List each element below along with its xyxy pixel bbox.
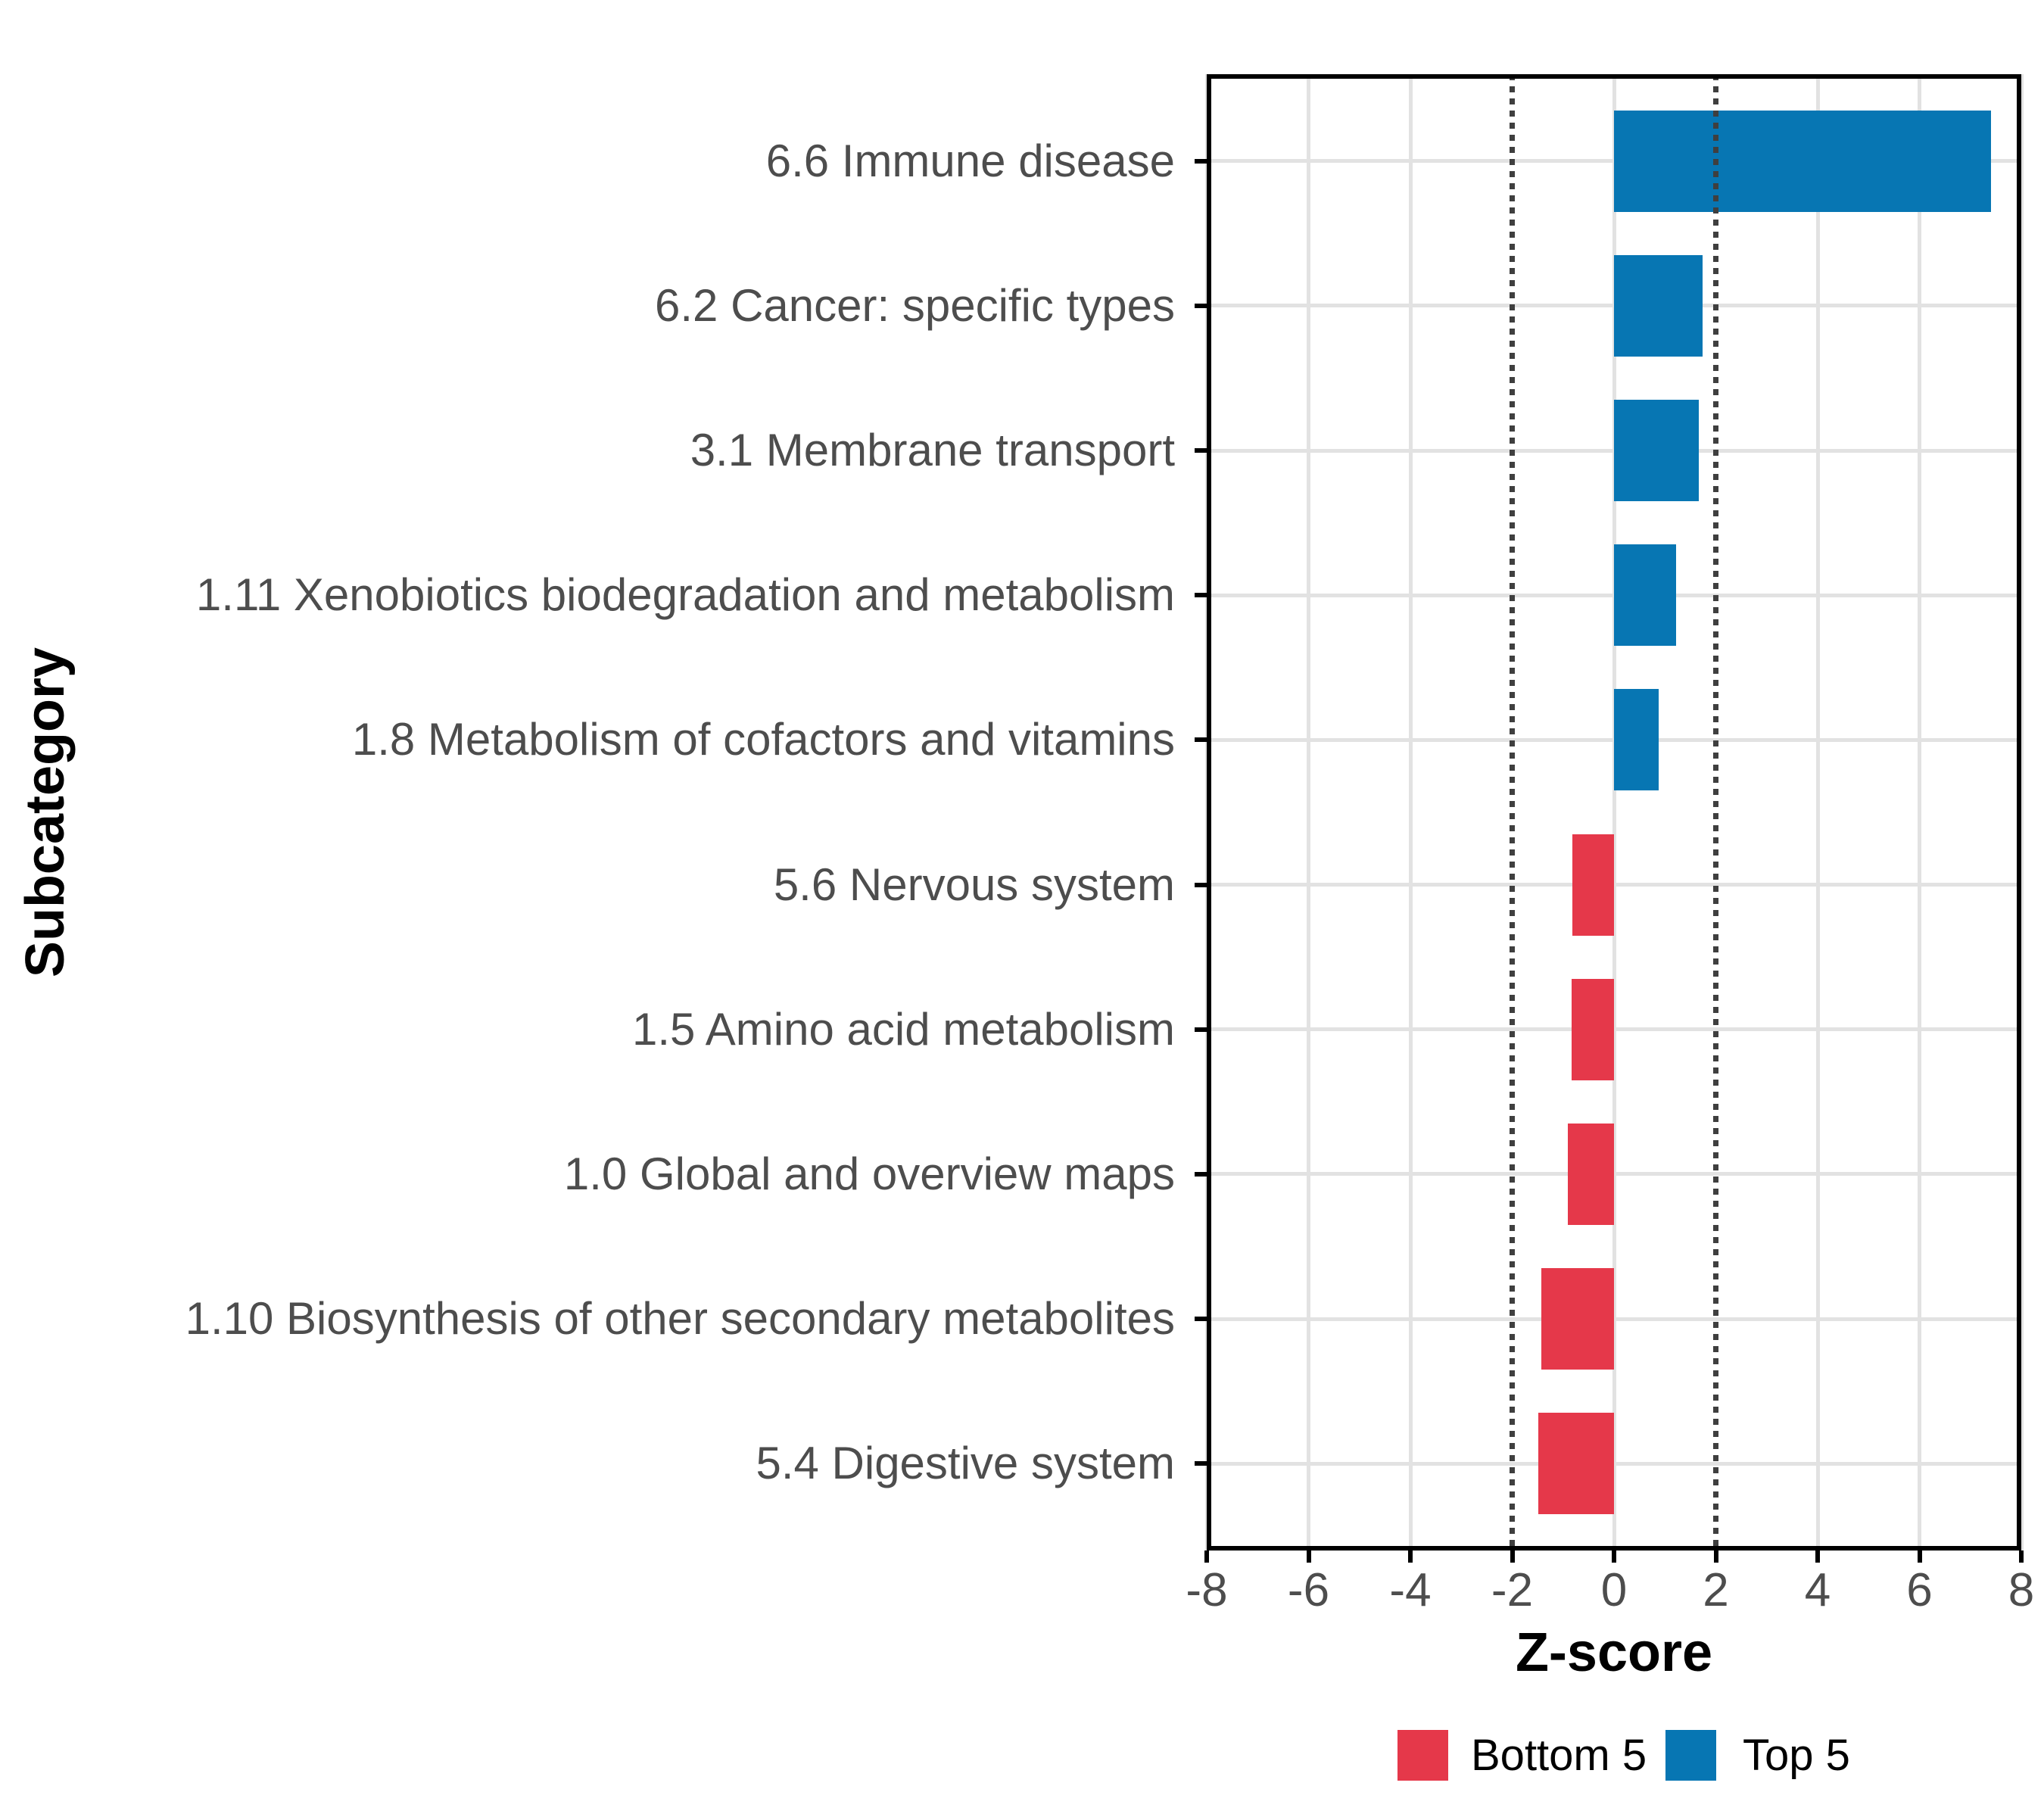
y-tick-mark-1 — [1195, 303, 1207, 308]
y-category-label-5: 5.6 Nervous system — [773, 859, 1175, 910]
bar-6.2 — [1614, 254, 1703, 357]
y-tick-mark-7 — [1195, 1171, 1207, 1177]
x-tick-mark--2 — [1510, 1551, 1515, 1563]
gridline-x--6 — [1307, 74, 1310, 1551]
y-tick-mark-5 — [1195, 882, 1207, 887]
gridline-x-6 — [1918, 74, 1921, 1551]
legend-label-bottom5: Bottom 5 — [1471, 1731, 1647, 1780]
gridline-y-6 — [1207, 1027, 2021, 1032]
y-tick-mark-4 — [1195, 737, 1207, 743]
y-category-label-8: 1.10 Biosynthesis of other secondary met… — [185, 1293, 1175, 1345]
legend-label-top5: Top 5 — [1743, 1731, 1850, 1780]
y-tick-mark-2 — [1195, 448, 1207, 453]
gridline-x-4 — [1815, 74, 1820, 1551]
bar-1.0 — [1568, 1123, 1614, 1225]
x-tick-label-8: 8 — [2008, 1564, 2035, 1616]
x-tick-mark--4 — [1408, 1551, 1413, 1563]
x-tick-label-0: 0 — [1600, 1564, 1628, 1616]
bar-3.1 — [1614, 400, 1700, 502]
x-tick-mark-6 — [1917, 1551, 1922, 1563]
x-tick-mark--8 — [1204, 1551, 1209, 1563]
y-category-label-3: 1.11 Xenobiotics biodegradation and meta… — [195, 569, 1175, 621]
gridline-x-8 — [2019, 74, 2024, 1551]
y-category-label-2: 3.1 Membrane transport — [690, 425, 1175, 476]
y-axis-title: Subcategory — [15, 647, 76, 978]
x-tick-mark--6 — [1306, 1551, 1311, 1563]
gridline-y-9 — [1207, 1461, 2021, 1466]
x-tick-mark-8 — [2019, 1551, 2024, 1563]
x-tick-label--6: -6 — [1287, 1564, 1330, 1616]
x-tick-mark-2 — [1713, 1551, 1718, 1563]
x-axis-title: Z-score — [1515, 1622, 1713, 1683]
refline-x-2 — [1713, 74, 1718, 1551]
y-category-label-1: 6.2 Cancer: specific types — [655, 279, 1175, 331]
x-tick-label-2: 2 — [1703, 1564, 1729, 1616]
legend-swatch-bottom5 — [1397, 1730, 1448, 1781]
gridline-y-5 — [1207, 883, 2021, 887]
bar-6.6 — [1614, 110, 1991, 212]
y-tick-mark-6 — [1195, 1027, 1207, 1032]
x-tick-mark-4 — [1815, 1551, 1820, 1563]
refline-x--2 — [1510, 74, 1515, 1551]
bar-1.10 — [1541, 1268, 1614, 1370]
gridline-y-7 — [1207, 1172, 2021, 1177]
gridline-y-8 — [1207, 1317, 2021, 1321]
gridline-x--8 — [1204, 74, 1209, 1551]
gridline-x--4 — [1408, 74, 1413, 1551]
y-category-label-4: 1.8 Metabolism of cofactors and vitamins — [351, 714, 1175, 765]
y-tick-mark-0 — [1195, 158, 1207, 164]
legend-swatch-top5 — [1665, 1730, 1716, 1781]
x-tick-label-6: 6 — [1906, 1564, 1933, 1616]
y-tick-mark-8 — [1195, 1317, 1207, 1322]
y-tick-mark-3 — [1195, 593, 1207, 598]
gridline-x-0 — [1612, 74, 1616, 1551]
bar-5.4 — [1538, 1413, 1614, 1515]
bar-1.8 — [1614, 689, 1659, 791]
y-tick-mark-9 — [1195, 1461, 1207, 1466]
bar-5.6 — [1572, 834, 1614, 936]
x-tick-label--2: -2 — [1491, 1564, 1534, 1616]
y-category-label-7: 1.0 Global and overview maps — [563, 1148, 1175, 1199]
x-tick-mark-0 — [1612, 1551, 1616, 1563]
bar-1.5 — [1572, 978, 1614, 1080]
bar-1.11 — [1614, 544, 1677, 647]
y-category-label-6: 1.5 Amino acid metabolism — [631, 1003, 1175, 1055]
y-category-label-0: 6.6 Immune disease — [765, 135, 1175, 186]
x-tick-label--8: -8 — [1186, 1564, 1228, 1616]
y-category-label-9: 5.4 Digestive system — [756, 1438, 1175, 1489]
x-tick-label-4: 4 — [1804, 1564, 1831, 1616]
x-tick-label--4: -4 — [1389, 1564, 1432, 1616]
